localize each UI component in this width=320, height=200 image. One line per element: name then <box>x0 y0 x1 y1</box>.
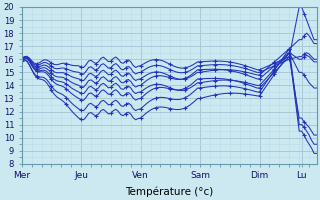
X-axis label: Température (°c): Température (°c) <box>125 186 213 197</box>
